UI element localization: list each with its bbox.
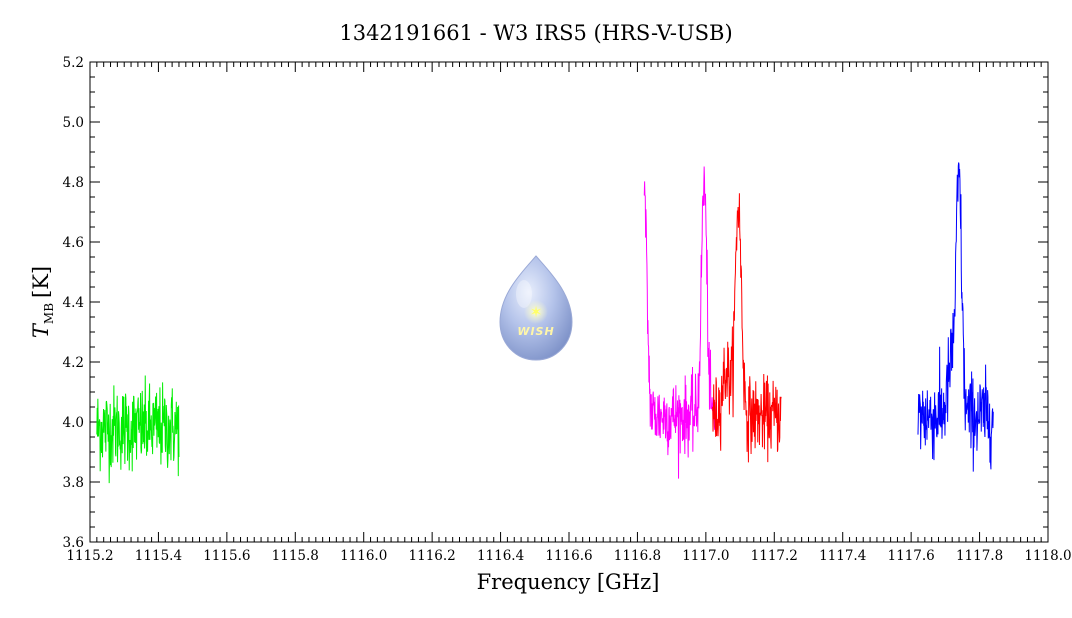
x-tick-label: 1117.4 [819,548,866,564]
star-icon: ✶ [530,303,543,321]
y-axis-symbol: T [29,322,53,338]
tick-labels: 1115.2 1115.4 1115.6 1115.8 1116.0 1116.2 1116… [63,55,1072,564]
x-tick-label: 1117.8 [956,548,1003,564]
x-tick-label: 1116.8 [614,548,661,564]
y-tick-label: 4.8 [63,175,84,191]
wish-logo: ✶ WISH [499,255,573,361]
chart-title: 1342191661 - W3 IRS5 (HRS-V-USB) [339,21,732,45]
axis-ticks [89,61,1049,543]
y-axis-label: TMB [K] [29,266,56,338]
x-tick-label: 1117.6 [888,548,935,564]
series-line-1 [643,166,717,479]
y-tick-label: 4.4 [63,295,84,311]
x-tick-label: 1116.2 [409,548,456,564]
x-tick-label: 1116.4 [477,548,524,564]
x-tick-label: 1116.6 [545,548,592,564]
x-tick-label: 1115.8 [272,548,319,564]
series-line-3 [917,162,994,472]
star-glow [524,300,548,324]
y-tick-label: 4.2 [63,355,84,371]
y-tick-label: 4.6 [63,235,84,251]
plot-frame [89,61,1049,543]
x-tick-label: 1115.4 [135,548,182,564]
x-tick-label: 1115.6 [203,548,250,564]
y-tick-label: 3.8 [63,475,84,491]
x-axis-label: Frequency [GHz] [477,570,660,594]
y-axis-unit: [K] [29,266,53,298]
y-axis-subscript: MB [42,303,56,324]
x-tick-label: 1118.0 [1024,548,1071,564]
x-tick-label: 1115.2 [66,548,113,564]
series-line-2 [712,193,782,463]
series-line-0 [96,375,180,484]
y-tick-label: 3.6 [63,535,84,551]
x-tick-label: 1117.2 [751,548,798,564]
series-layer [96,162,994,484]
logo-text: WISH [517,325,554,338]
y-tick-label: 5.2 [63,55,84,71]
y-tick-label: 4.0 [63,415,84,431]
y-tick-label: 5.0 [63,115,84,131]
x-tick-label: 1116.0 [340,548,387,564]
x-tick-label: 1117.0 [682,548,729,564]
